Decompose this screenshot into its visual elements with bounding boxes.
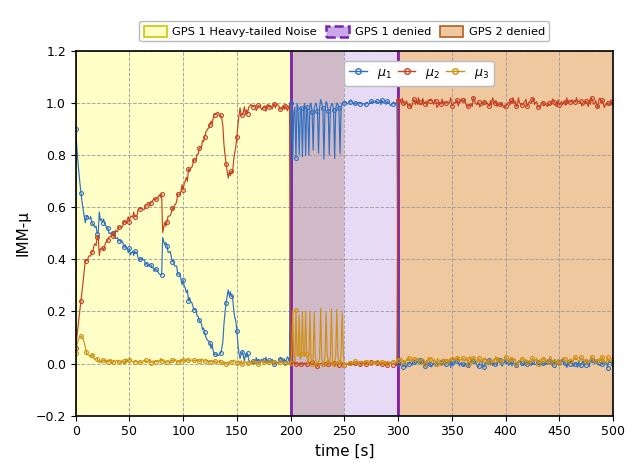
$\mu_2$ <box>415 95 422 100</box>
$\mu_3$ <box>72 350 79 356</box>
Legend: $\mu_1$, $\mu_2$, $\mu_3$: $\mu_1$, $\mu_2$, $\mu_3$ <box>344 61 494 86</box>
$\mu_1$ <box>609 361 617 367</box>
$\mu_1$ <box>420 361 428 366</box>
$\mu_1$ <box>402 365 410 370</box>
$\mu_2$ <box>519 102 527 108</box>
$\mu_1$ <box>228 294 236 300</box>
$\mu_2$ <box>72 345 79 351</box>
$\mu_3$ <box>228 359 236 365</box>
Bar <box>291 51 344 416</box>
$\mu_3$ <box>205 359 212 365</box>
$\mu_1$ <box>519 361 527 367</box>
$\mu_3$ <box>268 359 275 365</box>
$\mu_2$ <box>426 98 434 103</box>
X-axis label: time [s]: time [s] <box>315 444 374 459</box>
$\mu_3$ <box>420 356 428 362</box>
$\mu_1$ <box>205 338 212 344</box>
$\mu_1$ <box>317 97 324 102</box>
$\mu_1$ <box>426 361 434 367</box>
$\mu_3$ <box>426 356 434 362</box>
$\mu_1$ <box>72 126 79 132</box>
Bar <box>76 51 291 416</box>
$\mu_3$ <box>519 356 527 362</box>
$\mu_2$ <box>609 99 617 105</box>
$\mu_3$ <box>609 356 617 362</box>
$\mu_2$ <box>268 105 275 111</box>
$\mu_1$ <box>268 357 275 363</box>
Bar <box>291 51 398 416</box>
Y-axis label: IMM-μ: IMM-μ <box>15 210 30 256</box>
$\mu_2$ <box>420 100 428 106</box>
Line: $\mu_2$: $\mu_2$ <box>74 96 615 368</box>
Bar <box>398 51 613 416</box>
Line: $\mu_3$: $\mu_3$ <box>74 306 615 366</box>
Line: $\mu_1$: $\mu_1$ <box>74 98 615 369</box>
$\mu_2$ <box>314 363 321 369</box>
$\mu_3$ <box>317 305 324 311</box>
$\mu_2$ <box>205 125 212 131</box>
$\mu_3$ <box>340 362 348 367</box>
$\mu_2$ <box>228 169 236 174</box>
